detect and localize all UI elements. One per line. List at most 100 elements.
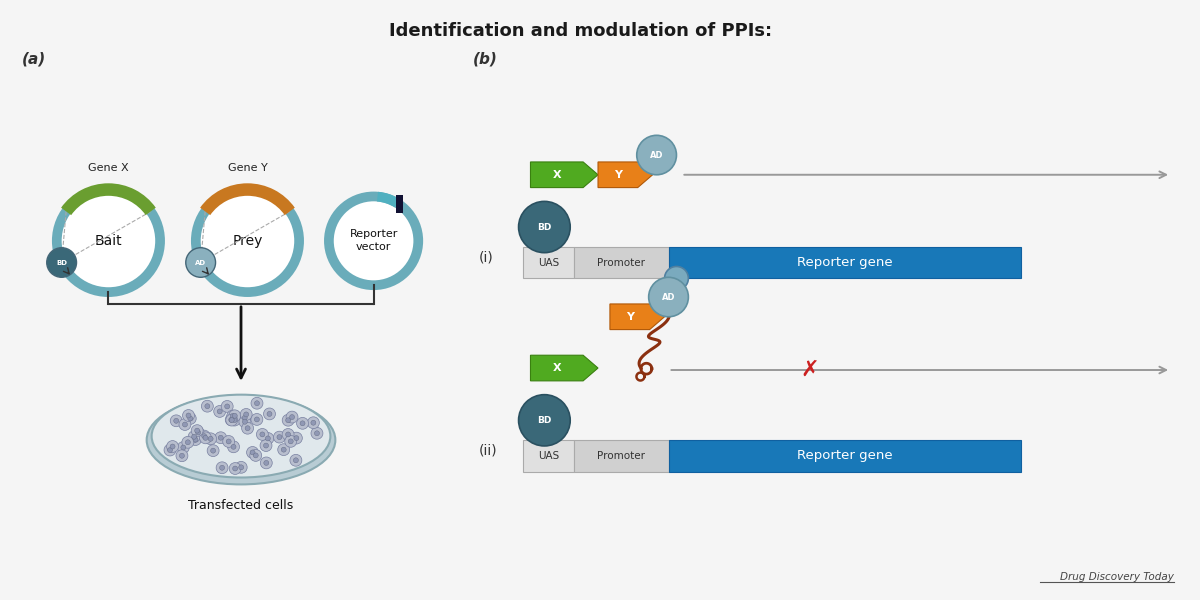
Text: Gene Y: Gene Y [228,163,268,173]
Circle shape [229,410,241,422]
Text: Y: Y [614,170,622,180]
Circle shape [164,444,176,456]
Circle shape [294,436,299,440]
Circle shape [182,422,187,427]
Circle shape [253,453,258,458]
Text: Gene X: Gene X [88,163,128,173]
Polygon shape [598,162,653,188]
Circle shape [254,401,259,406]
Circle shape [232,418,238,422]
Circle shape [277,434,282,440]
Circle shape [194,428,199,433]
Circle shape [311,420,316,425]
Circle shape [182,410,194,421]
Circle shape [233,466,238,471]
Circle shape [281,447,286,452]
Circle shape [199,432,211,444]
Circle shape [518,395,570,446]
Circle shape [240,409,252,421]
Circle shape [251,397,263,409]
Text: Identification and modulation of PPIs:: Identification and modulation of PPIs: [389,22,772,40]
Circle shape [228,414,240,426]
Circle shape [260,457,272,469]
Circle shape [214,406,226,418]
Circle shape [168,448,173,452]
Text: (b): (b) [473,52,498,67]
Circle shape [233,413,238,418]
Circle shape [218,435,223,440]
Text: UAS: UAS [538,451,559,461]
Circle shape [170,415,182,427]
Circle shape [277,444,289,455]
Circle shape [260,432,265,437]
Circle shape [289,415,294,419]
Circle shape [251,413,263,425]
Polygon shape [610,304,665,329]
Text: BD: BD [538,416,552,425]
Circle shape [290,454,302,466]
Circle shape [167,440,179,452]
Circle shape [264,408,276,420]
Circle shape [180,453,185,458]
Circle shape [223,436,235,448]
Text: Promoter: Promoter [598,257,646,268]
FancyBboxPatch shape [522,247,574,278]
Circle shape [187,416,193,421]
Circle shape [226,414,238,425]
FancyBboxPatch shape [522,440,574,472]
Circle shape [205,433,216,445]
Circle shape [226,414,238,426]
Circle shape [239,465,244,470]
Text: X: X [552,170,562,180]
Circle shape [254,417,259,422]
Circle shape [221,401,233,412]
Text: Bait: Bait [95,234,122,248]
Text: BD: BD [56,260,67,266]
Text: X: X [552,363,562,373]
FancyBboxPatch shape [574,247,668,278]
Circle shape [286,418,290,423]
Text: (a): (a) [22,52,47,67]
Circle shape [215,432,227,443]
Circle shape [241,422,253,434]
Circle shape [205,404,210,409]
Circle shape [244,412,248,417]
Circle shape [176,450,188,461]
Circle shape [250,449,262,461]
Circle shape [229,463,241,475]
Circle shape [217,409,222,414]
Circle shape [329,196,419,285]
Text: Reporter gene: Reporter gene [797,256,893,269]
Circle shape [264,443,269,448]
Text: (ii): (ii) [479,444,498,458]
Circle shape [284,436,296,447]
Circle shape [192,434,197,439]
Text: AD: AD [650,151,664,160]
Circle shape [282,415,294,426]
Polygon shape [530,162,598,188]
Text: Promoter: Promoter [598,451,646,461]
Circle shape [286,432,290,437]
Circle shape [288,439,293,444]
Circle shape [262,433,274,445]
Circle shape [307,417,319,428]
Circle shape [216,462,228,473]
Circle shape [665,266,689,290]
Circle shape [242,419,247,424]
Circle shape [246,446,258,458]
Circle shape [274,431,286,443]
Circle shape [224,404,229,409]
Circle shape [198,430,210,442]
Circle shape [202,400,214,412]
Circle shape [300,421,305,426]
Circle shape [227,410,239,422]
Circle shape [649,277,689,317]
Text: UAS: UAS [538,257,559,268]
Circle shape [245,426,250,431]
Circle shape [226,439,232,444]
Circle shape [181,445,186,450]
FancyBboxPatch shape [668,440,1021,472]
Circle shape [239,412,251,424]
Circle shape [257,428,269,440]
Circle shape [185,413,196,424]
